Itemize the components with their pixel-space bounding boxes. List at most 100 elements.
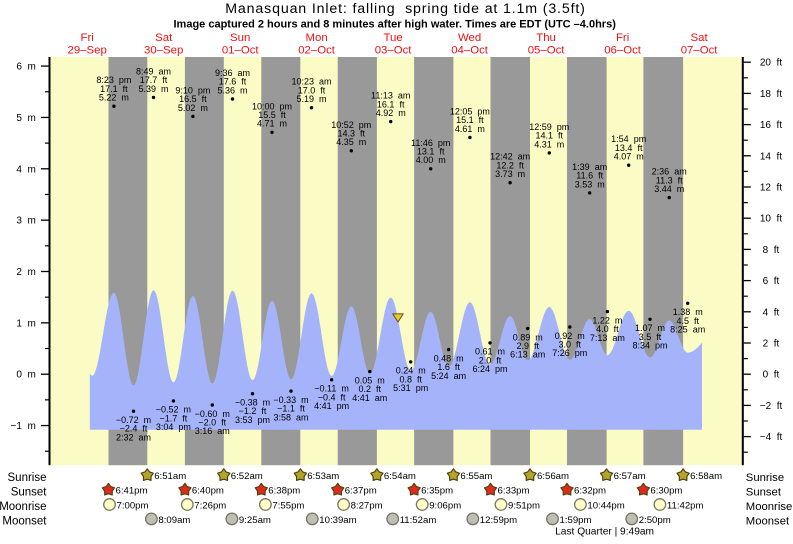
svg-text:29–Sep: 29–Sep	[68, 44, 107, 56]
svg-text:−1.1 ft: −1.1 ft	[277, 404, 305, 414]
svg-text:17.7 ft: 17.7 ft	[140, 75, 168, 85]
svg-text:15.5 ft: 15.5 ft	[258, 110, 286, 120]
svg-text:−0.72 m: −0.72 m	[116, 415, 151, 425]
svg-text:1.38 m: 1.38 m	[673, 307, 703, 317]
svg-text:16 ft: 16 ft	[760, 120, 782, 131]
svg-text:1:39 am: 1:39 am	[572, 162, 607, 172]
svg-text:13.4 ft: 13.4 ft	[615, 143, 643, 153]
svg-text:8:23 pm: 8:23 pm	[96, 75, 131, 85]
svg-text:Fri: Fri	[81, 32, 94, 44]
svg-text:0.24 m: 0.24 m	[396, 366, 426, 376]
svg-text:5.02 m: 5.02 m	[178, 103, 208, 113]
svg-text:5.36 m: 5.36 m	[217, 85, 247, 95]
svg-text:3:04 pm: 3:04 pm	[156, 422, 191, 432]
svg-text:11:52am: 11:52am	[400, 515, 437, 526]
svg-text:12:59 pm: 12:59 pm	[529, 122, 569, 132]
svg-text:3.44 m: 3.44 m	[654, 184, 684, 194]
svg-text:5.39 m: 5.39 m	[138, 84, 168, 94]
svg-text:12.2 ft: 12.2 ft	[496, 160, 524, 170]
svg-text:10 ft: 10 ft	[760, 214, 782, 225]
svg-text:6:40pm: 6:40pm	[192, 486, 224, 497]
svg-text:0.89 m: 0.89 m	[513, 332, 543, 342]
svg-text:3.5 ft: 3.5 ft	[639, 332, 662, 342]
svg-text:Sun: Sun	[230, 32, 250, 44]
svg-text:18 ft: 18 ft	[760, 89, 782, 100]
svg-text:3:53 pm: 3:53 pm	[235, 415, 270, 425]
svg-text:4.92 m: 4.92 m	[376, 108, 406, 118]
svg-text:4.35 m: 4.35 m	[336, 137, 366, 147]
svg-text:14.3 ft: 14.3 ft	[338, 129, 366, 139]
svg-text:11:13 am: 11:13 am	[371, 91, 410, 101]
svg-text:6:32pm: 6:32pm	[574, 486, 606, 497]
svg-text:Fri: Fri	[616, 32, 629, 44]
svg-text:Sunrise: Sunrise	[746, 472, 784, 484]
svg-text:Manasquan Inlet: falling spri: Manasquan Inlet: falling spring tide at …	[225, 1, 586, 17]
svg-text:−1.7 ft: −1.7 ft	[160, 413, 188, 423]
svg-text:10:00 pm: 10:00 pm	[252, 101, 292, 111]
svg-text:6:58am: 6:58am	[690, 471, 722, 482]
svg-text:4 ft: 4 ft	[763, 307, 780, 318]
svg-text:6:57am: 6:57am	[614, 471, 646, 482]
svg-text:7:26pm: 7:26pm	[194, 500, 226, 511]
svg-text:8:27pm: 8:27pm	[351, 500, 383, 511]
svg-text:0.61 m: 0.61 m	[475, 347, 505, 357]
svg-text:8 ft: 8 ft	[763, 245, 780, 256]
svg-text:5 m: 5 m	[16, 113, 35, 124]
svg-text:03–Oct: 03–Oct	[375, 44, 413, 56]
svg-text:−1.2 ft: −1.2 ft	[239, 406, 267, 416]
svg-text:13.1 ft: 13.1 ft	[417, 147, 445, 157]
svg-text:3.73 m: 3.73 m	[495, 169, 525, 179]
svg-text:4.07 m: 4.07 m	[614, 152, 644, 162]
svg-text:Sunset: Sunset	[746, 487, 782, 499]
svg-text:6:33pm: 6:33pm	[498, 486, 530, 497]
svg-text:02–Oct: 02–Oct	[298, 44, 336, 56]
svg-text:8:34 pm: 8:34 pm	[632, 341, 667, 351]
svg-text:Sunrise: Sunrise	[8, 472, 47, 484]
svg-text:0.8 ft: 0.8 ft	[399, 374, 422, 384]
svg-text:Moonset: Moonset	[746, 516, 790, 528]
svg-text:12 ft: 12 ft	[760, 183, 782, 194]
svg-text:4.0 ft: 4.0 ft	[596, 324, 619, 334]
svg-text:−0.4 ft: −0.4 ft	[318, 392, 346, 402]
svg-text:5:31 pm: 5:31 pm	[393, 383, 428, 393]
svg-text:2 m: 2 m	[16, 267, 35, 278]
svg-text:1:59pm: 1:59pm	[560, 515, 592, 526]
svg-text:Moonrise: Moonrise	[0, 501, 47, 513]
svg-text:2:50pm: 2:50pm	[639, 515, 671, 526]
svg-text:16.1 ft: 16.1 ft	[377, 99, 405, 109]
svg-text:4:41 pm: 4:41 pm	[314, 401, 349, 411]
svg-text:−2.4 ft: −2.4 ft	[120, 424, 148, 434]
svg-text:4:41 am: 4:41 am	[352, 393, 387, 403]
svg-text:5.22 m: 5.22 m	[99, 93, 129, 103]
svg-text:2 ft: 2 ft	[763, 339, 780, 350]
svg-text:9:06pm: 9:06pm	[429, 500, 461, 511]
svg-text:1 m: 1 m	[16, 318, 35, 329]
svg-text:14 ft: 14 ft	[760, 151, 782, 162]
svg-text:−0.60 m: −0.60 m	[195, 409, 230, 419]
svg-text:10:23 am: 10:23 am	[291, 77, 331, 87]
svg-text:0.92 m: 0.92 m	[555, 331, 585, 341]
svg-text:17.6 ft: 17.6 ft	[219, 77, 247, 87]
svg-text:Moonrise: Moonrise	[746, 501, 792, 513]
svg-text:12:05 pm: 12:05 pm	[450, 107, 490, 117]
svg-text:2:36 am: 2:36 am	[652, 167, 687, 177]
svg-text:1:54 pm: 1:54 pm	[611, 134, 646, 144]
svg-text:10:39am: 10:39am	[319, 515, 356, 526]
svg-text:17.1 ft: 17.1 ft	[100, 84, 128, 94]
svg-text:12:42 am: 12:42 am	[490, 152, 530, 162]
svg-text:6:52am: 6:52am	[231, 471, 263, 482]
svg-text:8:09am: 8:09am	[158, 515, 190, 526]
svg-text:Sat: Sat	[155, 32, 173, 44]
svg-text:17.0 ft: 17.0 ft	[298, 85, 326, 95]
svg-text:7:55pm: 7:55pm	[272, 500, 304, 511]
svg-text:4.5 ft: 4.5 ft	[676, 316, 699, 326]
svg-text:6:53am: 6:53am	[307, 471, 339, 482]
svg-text:6 m: 6 m	[16, 62, 35, 73]
svg-text:9:25am: 9:25am	[239, 515, 271, 526]
svg-text:0 ft: 0 ft	[763, 370, 780, 381]
svg-text:1.6 ft: 1.6 ft	[437, 362, 460, 372]
svg-text:11.3 ft: 11.3 ft	[656, 175, 683, 185]
svg-text:1.07 m: 1.07 m	[635, 323, 665, 333]
svg-text:9:51pm: 9:51pm	[508, 500, 540, 511]
svg-text:−1 m: −1 m	[11, 421, 36, 432]
